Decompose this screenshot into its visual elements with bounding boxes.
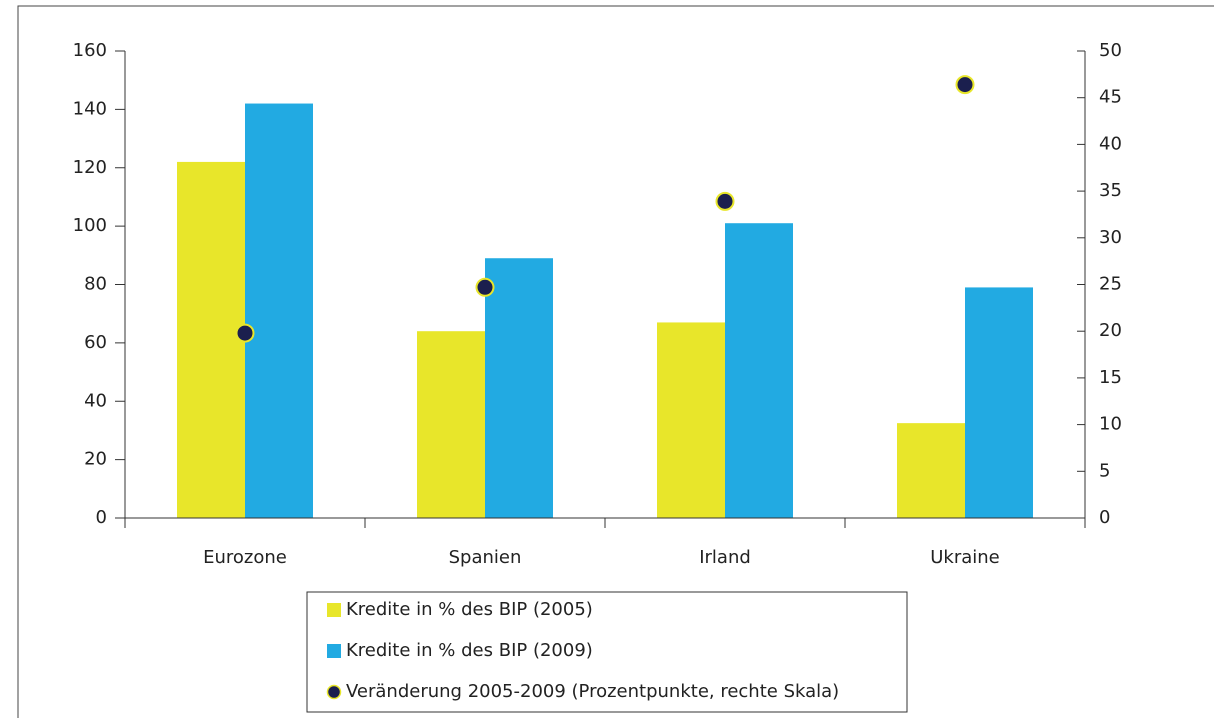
bar: [485, 258, 553, 518]
x-tick-label: Eurozone: [203, 547, 287, 568]
legend-marker: [327, 603, 341, 617]
dot: [955, 75, 975, 95]
bar: [417, 331, 485, 518]
bar: [177, 161, 245, 518]
frame: [17, 5, 1214, 718]
legend-marker: [327, 644, 341, 658]
y2-tick-label: 45: [1099, 87, 1122, 108]
bar: [965, 287, 1033, 518]
y2-tick-label: 20: [1099, 320, 1122, 341]
y-tick-label: 120: [73, 157, 107, 178]
legend-label: Kredite in % des BIP (2005): [346, 599, 593, 620]
y2-tick-label: 50: [1099, 40, 1122, 61]
dot: [475, 277, 495, 297]
x-tick-label: Spanien: [449, 547, 522, 568]
y2-tick-label: 35: [1099, 180, 1122, 201]
y2-tick-label: 15: [1099, 367, 1122, 388]
bar: [245, 103, 313, 518]
y2-tick-label: 30: [1099, 227, 1122, 248]
y-tick-label: 80: [84, 274, 107, 295]
legend-label: Kredite in % des BIP (2009): [346, 640, 593, 661]
dot: [715, 191, 735, 211]
y-tick-label: 100: [73, 215, 107, 236]
y-tick-label: 0: [96, 507, 107, 528]
y-tick-label: 160: [73, 40, 107, 61]
bar: [725, 223, 793, 519]
y2-tick-label: 40: [1099, 133, 1122, 154]
y2-tick-label: 10: [1099, 414, 1122, 435]
y2-tick-label: 5: [1099, 460, 1110, 481]
dot: [235, 323, 255, 343]
x-tick-label: Irland: [699, 547, 751, 568]
legend-label: Veränderung 2005-2009 (Prozentpunkte, re…: [346, 681, 839, 702]
bar: [657, 322, 725, 518]
y-tick-label: 140: [73, 98, 107, 119]
legend-marker: [326, 684, 342, 700]
y2-tick-label: 25: [1099, 274, 1122, 295]
y-tick-label: 20: [84, 449, 107, 470]
x-tick-label: Ukraine: [930, 547, 1000, 568]
bar: [897, 423, 965, 518]
y-tick-label: 60: [84, 332, 107, 353]
legend-box: [306, 591, 908, 713]
y2-tick-label: 0: [1099, 507, 1110, 528]
y-tick-label: 40: [84, 390, 107, 411]
